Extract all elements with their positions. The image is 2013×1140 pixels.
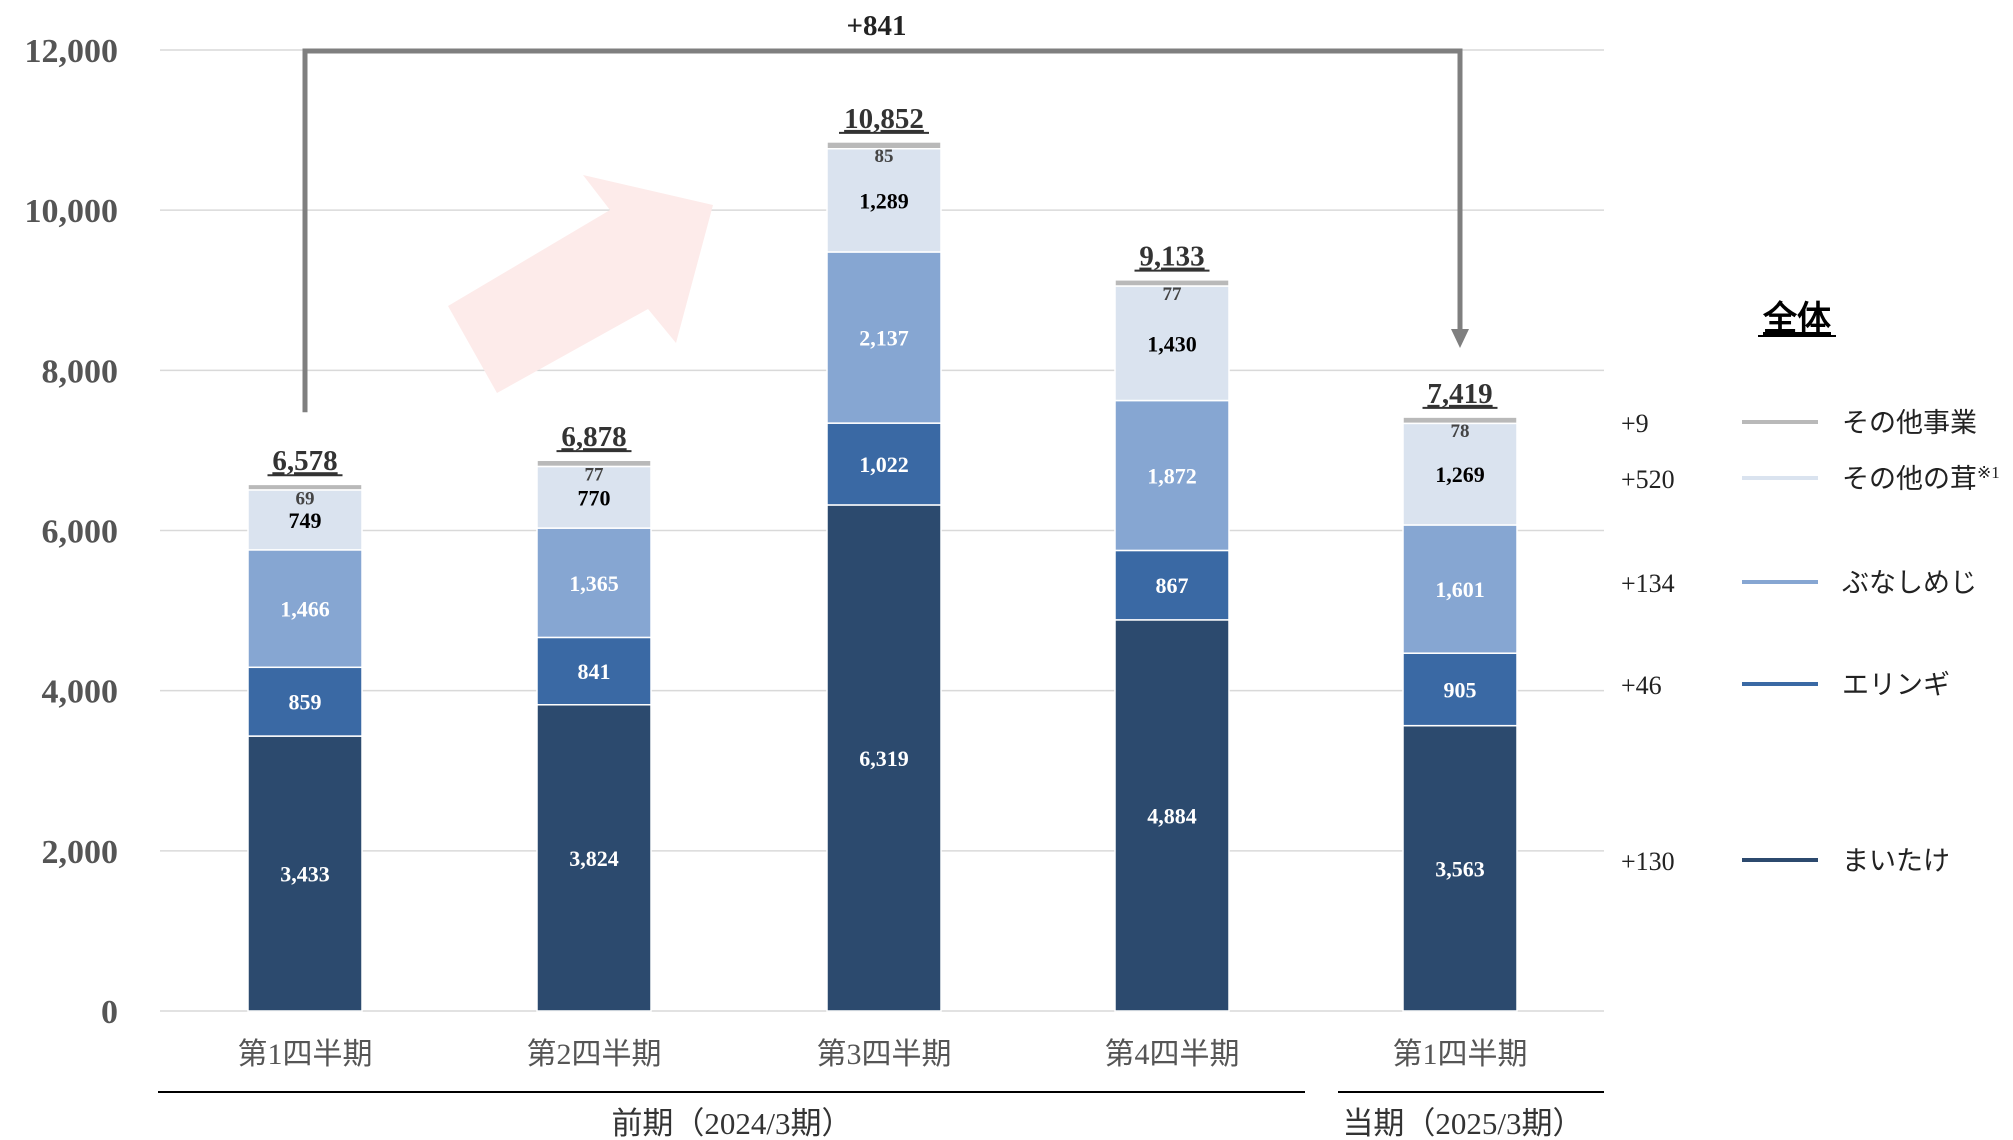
legend: 全体 +9 その他事業 +520 その他の茸※1 +134 ぶなしめじ +46 エリンギ +130… <box>1621 299 2000 876</box>
data-label-bunashimeji: 1,466 <box>280 597 330 622</box>
bar-segment-bunashimeji <box>247 549 363 669</box>
data-label-other_business: 69 <box>296 488 315 509</box>
data-label-maitake: 3,563 <box>1435 856 1485 881</box>
y-tick-label: 2,000 <box>42 834 119 871</box>
y-tick-label: 8,000 <box>42 353 119 390</box>
period-label: 当期（2025/3期） <box>1342 1106 1583 1140</box>
total-label: 6,578 <box>272 445 337 477</box>
legend-label-maitake: まいたけ <box>1842 846 1950 876</box>
legend-change-other_business: +9 <box>1621 409 1649 438</box>
total-label: 6,878 <box>561 421 626 453</box>
legend-title: 全体 <box>1762 299 1831 338</box>
period-label: 前期（2024/3期） <box>611 1106 852 1140</box>
bar-segment-other_mushrooms <box>1402 422 1518 526</box>
y-tick-label: 4,000 <box>42 674 119 711</box>
data-label-other_business: 78 <box>1451 421 1470 442</box>
x-tick-label: 第2四半期 <box>527 1038 662 1071</box>
comparison-label: +841 <box>846 10 906 42</box>
bar-segment-other_business <box>536 459 652 468</box>
data-label-other_business: 77 <box>1163 284 1183 305</box>
bar-segment-bunashimeji <box>826 251 942 424</box>
y-axis: 0 2,000 4,000 6,000 8,000 10,000 12,000 <box>25 33 119 1031</box>
data-label-other_mushrooms: 749 <box>289 508 322 533</box>
comparison-arrowhead <box>1451 329 1469 348</box>
data-label-bunashimeji: 1,872 <box>1147 463 1197 488</box>
total-labels: 6,578 6,878 10,852 9,133 7,419 <box>267 103 1498 477</box>
bar-segment-bunashimeji <box>1114 399 1230 552</box>
data-label-eringi: 905 <box>1444 677 1477 702</box>
data-label-other_business: 85 <box>875 146 894 167</box>
y-tick-label: 6,000 <box>42 514 119 551</box>
legend-label-other_business: その他事業 <box>1842 408 1977 438</box>
y-tick-label: 12,000 <box>25 33 119 70</box>
data-label-maitake: 4,884 <box>1147 803 1197 828</box>
legend-change-maitake: +130 <box>1621 847 1675 876</box>
bar-segment-maitake <box>826 504 942 1012</box>
total-label: 7,419 <box>1427 378 1492 410</box>
bar-segment-maitake <box>1402 724 1518 1012</box>
bar-segment-eringi <box>826 422 942 506</box>
bar-segment-bunashimeji <box>1402 524 1518 654</box>
y-tick-label: 0 <box>101 994 118 1031</box>
bar-segment-eringi <box>536 636 652 706</box>
bar-segment-maitake <box>247 735 363 1012</box>
data-label-eringi: 1,022 <box>859 452 909 477</box>
total-label: 10,852 <box>844 103 924 135</box>
x-tick-label: 第3四半期 <box>817 1038 952 1071</box>
legend-label-bunashimeji: ぶなしめじ <box>1842 568 1977 598</box>
x-tick-label: 第1四半期 <box>238 1038 373 1071</box>
x-tick-label: 第1四半期 <box>1393 1038 1528 1071</box>
bar-segment-other_business <box>826 141 942 150</box>
bar-segment-other_business <box>1114 279 1230 287</box>
data-label-other_mushrooms: 1,269 <box>1435 462 1485 487</box>
trend-arrow-shape <box>448 175 713 393</box>
data-label-maitake: 6,319 <box>859 746 909 771</box>
comparison-bracket <box>302 48 1463 413</box>
data-label-other_business: 77 <box>585 464 605 485</box>
bar-segment-maitake <box>536 704 652 1012</box>
bar-segment-other_mushrooms <box>247 489 363 551</box>
total-label: 9,133 <box>1139 241 1204 273</box>
data-label-maitake: 3,433 <box>280 862 330 887</box>
bar-segment-other_business <box>247 483 363 491</box>
legend-label-eringi: エリンギ <box>1842 670 1950 700</box>
x-tick-label: 第4四半期 <box>1105 1038 1240 1071</box>
data-label-eringi: 867 <box>1156 573 1189 598</box>
bar-segment-eringi <box>247 666 363 737</box>
trend-arrow <box>448 175 713 393</box>
data-label-bunashimeji: 1,601 <box>1435 577 1485 602</box>
data-label-eringi: 859 <box>289 690 322 715</box>
legend-change-bunashimeji: +134 <box>1621 569 1675 598</box>
legend-label-other_mushrooms: その他の茸※1 <box>1842 463 2000 494</box>
bar-segment-other_mushrooms <box>536 465 652 529</box>
bar-segment-other_mushrooms <box>1114 285 1230 402</box>
data-label-other_mushrooms: 1,289 <box>859 188 909 213</box>
data-label-bunashimeji: 1,365 <box>569 571 619 596</box>
legend-change-eringi: +46 <box>1621 671 1662 700</box>
data-label-other_mushrooms: 770 <box>578 485 611 510</box>
bar-segment-eringi <box>1114 549 1230 621</box>
data-label-maitake: 3,824 <box>569 846 619 871</box>
bar-segment-other_business <box>1402 416 1518 425</box>
bars <box>247 141 1518 1012</box>
bar-segment-other_mushrooms <box>826 147 942 253</box>
bar-segment-maitake <box>1114 619 1230 1012</box>
data-label-bunashimeji: 2,137 <box>859 326 909 351</box>
y-tick-label: 10,000 <box>25 193 119 230</box>
data-label-eringi: 841 <box>578 659 611 684</box>
data-label-other_mushrooms: 1,430 <box>1147 331 1197 356</box>
data-labels: 3,4338591,466749693,8248411,365770776,31… <box>280 146 1485 887</box>
legend-change-other_mushrooms: +520 <box>1621 465 1675 494</box>
bar-segment-eringi <box>1402 652 1518 727</box>
comparison-arrow: +841 <box>302 10 1469 413</box>
bar-segment-bunashimeji <box>536 527 652 639</box>
